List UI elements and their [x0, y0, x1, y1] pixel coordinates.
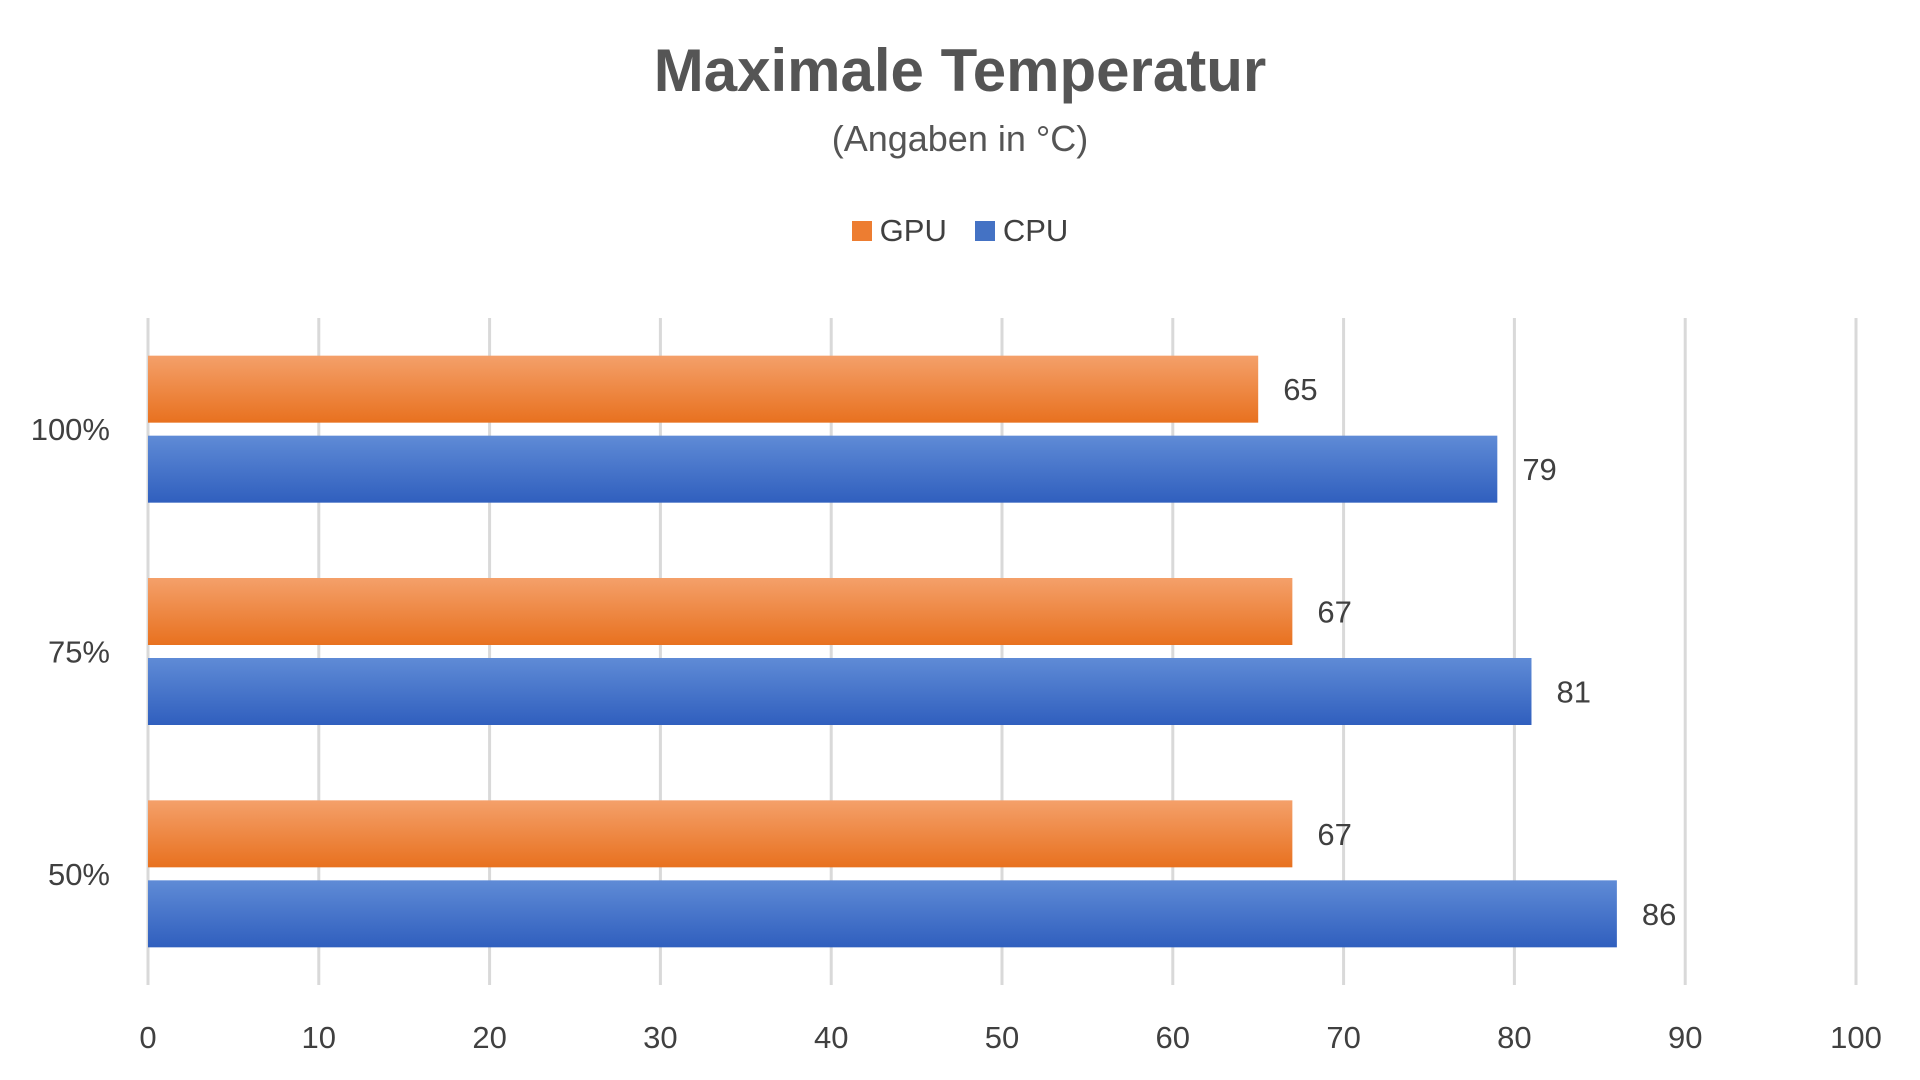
legend-item-cpu: CPU — [974, 213, 1069, 249]
bar-gpu — [148, 578, 1293, 645]
x-tick-label: 20 — [472, 1020, 506, 1055]
bar-gpu — [148, 800, 1293, 868]
bar-cpu — [148, 880, 1617, 948]
x-tick-label: 90 — [1668, 1020, 1702, 1055]
legend-item-gpu: GPU — [851, 213, 947, 249]
legend: GPU CPU — [0, 213, 1920, 249]
grid-lines — [146, 318, 1858, 985]
x-tick-label: 60 — [1156, 1020, 1190, 1055]
x-tick-label: 50 — [985, 1020, 1019, 1055]
data-label: 81 — [1556, 675, 1590, 710]
data-label: 86 — [1642, 897, 1676, 932]
y-category-label: 100% — [31, 412, 110, 447]
data-label: 67 — [1317, 817, 1351, 852]
data-label: 67 — [1317, 595, 1351, 630]
legend-swatch-gpu — [851, 221, 872, 241]
chart-title: Maximale Temperatur — [653, 37, 1267, 104]
data-label: 65 — [1283, 372, 1317, 407]
bar-gpu — [148, 355, 1259, 423]
x-tick-label: 100 — [1830, 1020, 1882, 1055]
x-tick-label: 10 — [302, 1020, 336, 1055]
legend-label-gpu: GPU — [879, 213, 947, 248]
chart-subtitle: (Angaben in °C) — [831, 118, 1089, 159]
data-label: 79 — [1522, 452, 1556, 487]
labels: 0 10 20 30 40 50 60 70 80 90 100 100% 65 79 75% 67 81 50%… — [31, 372, 1882, 1055]
x-tick-label: 70 — [1326, 1020, 1360, 1055]
x-tick-label: 30 — [643, 1020, 677, 1055]
y-category-label: 50% — [48, 857, 110, 892]
bar-cpu — [148, 658, 1532, 725]
x-tick-label: 40 — [814, 1020, 848, 1055]
bars — [148, 355, 1617, 948]
y-category-label: 75% — [48, 635, 110, 670]
legend-label-cpu: CPU — [1002, 213, 1069, 248]
bar-cpu — [148, 435, 1498, 503]
legend-swatch-cpu — [974, 221, 995, 241]
x-tick-label: 80 — [1497, 1020, 1531, 1055]
x-tick-label: 0 — [139, 1020, 156, 1055]
